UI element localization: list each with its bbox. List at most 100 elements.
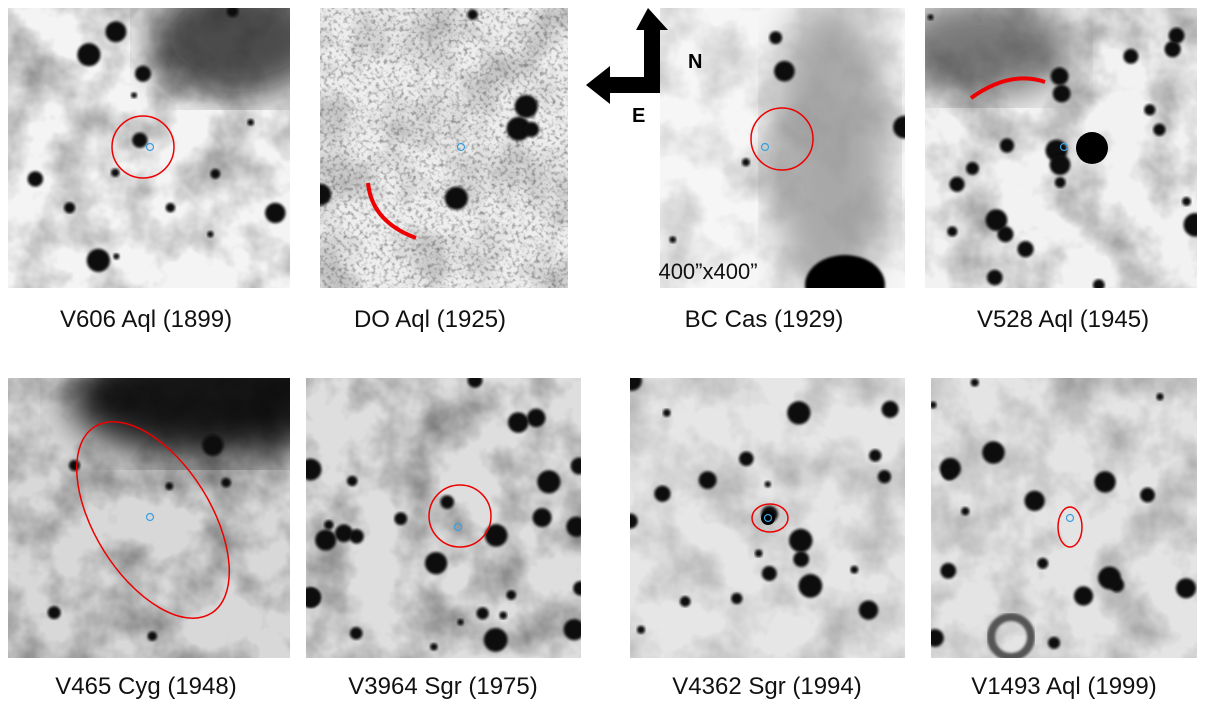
star	[457, 618, 464, 626]
star	[147, 631, 158, 641]
star	[506, 590, 517, 600]
star	[942, 467, 956, 481]
star	[47, 606, 61, 620]
star	[424, 551, 448, 575]
star	[566, 516, 581, 537]
star	[764, 481, 771, 488]
nova-position	[453, 522, 463, 532]
star	[484, 524, 508, 547]
nova-position	[1065, 513, 1075, 523]
image-panel: V4362 Sgr (1994)	[630, 378, 905, 700]
star	[793, 551, 810, 568]
image-panel: V606 Aql (1899)	[8, 8, 290, 333]
star	[927, 14, 934, 21]
star	[931, 401, 937, 409]
region-ellipse	[75, 421, 231, 619]
star	[654, 485, 671, 502]
image	[925, 8, 1197, 288]
nova-position	[760, 142, 770, 152]
star	[86, 248, 111, 273]
star	[570, 457, 581, 475]
scale-label: 400”x400”	[658, 259, 757, 284]
image	[8, 8, 290, 288]
star	[966, 162, 979, 175]
star	[132, 132, 148, 148]
star	[64, 202, 76, 214]
panel-label: V606 Aql (1899)	[60, 306, 232, 333]
star	[537, 470, 561, 494]
north-label: N	[688, 51, 702, 73]
star	[444, 186, 468, 210]
blob	[805, 255, 885, 288]
star	[636, 625, 646, 634]
star	[1140, 487, 1155, 503]
star	[346, 475, 358, 487]
panel-label: V1493 Aql (1999)	[971, 673, 1156, 700]
star	[165, 482, 174, 491]
cloud	[925, 8, 1075, 98]
star	[949, 176, 965, 192]
star	[1047, 636, 1061, 649]
panel-label: V465 Cyg (1948)	[55, 673, 236, 700]
star	[1037, 557, 1049, 569]
star	[532, 508, 552, 528]
star	[961, 507, 970, 516]
star	[320, 183, 332, 206]
star	[499, 611, 508, 620]
compass-arrows	[586, 8, 668, 104]
star	[931, 629, 944, 647]
star	[394, 512, 408, 526]
region-ellipse	[1057, 506, 1083, 548]
star	[523, 121, 540, 138]
star	[1054, 177, 1066, 188]
star	[306, 587, 322, 608]
star	[110, 168, 120, 177]
star	[1073, 586, 1094, 606]
image	[8, 378, 290, 658]
cloud	[770, 8, 890, 288]
image	[931, 378, 1197, 658]
star	[1024, 490, 1045, 511]
star	[997, 226, 1014, 243]
star	[789, 528, 813, 553]
star	[1049, 154, 1071, 176]
star	[210, 168, 221, 179]
east-label: E	[632, 105, 645, 127]
nova-position	[456, 142, 466, 152]
star	[467, 9, 478, 21]
star	[131, 92, 138, 99]
star	[877, 470, 892, 484]
star	[662, 408, 671, 417]
image	[320, 8, 568, 288]
star	[787, 401, 811, 425]
star	[1094, 471, 1116, 493]
panel-label: BC Cas (1929)	[685, 306, 844, 333]
star	[630, 513, 638, 529]
shell-arc	[969, 76, 1046, 100]
nebulosity	[931, 378, 1197, 658]
annotations	[75, 76, 1108, 619]
region-ellipse	[751, 503, 789, 533]
image	[660, 8, 905, 288]
image-panel: V465 Cyg (1948)	[8, 378, 290, 700]
cloud	[148, 8, 290, 98]
grain	[320, 8, 568, 288]
star	[226, 8, 239, 18]
star	[1183, 212, 1197, 237]
star	[1123, 48, 1139, 64]
region-circle	[111, 115, 175, 179]
compass: N E	[586, 8, 702, 127]
cloud	[68, 378, 290, 458]
star	[27, 171, 44, 187]
star	[850, 565, 859, 574]
star	[1098, 566, 1121, 590]
star	[881, 400, 899, 418]
star	[573, 581, 581, 596]
nova-position	[763, 513, 773, 523]
image	[630, 378, 905, 658]
star	[858, 600, 879, 620]
star	[698, 471, 717, 490]
star	[506, 116, 531, 141]
star	[507, 412, 529, 433]
